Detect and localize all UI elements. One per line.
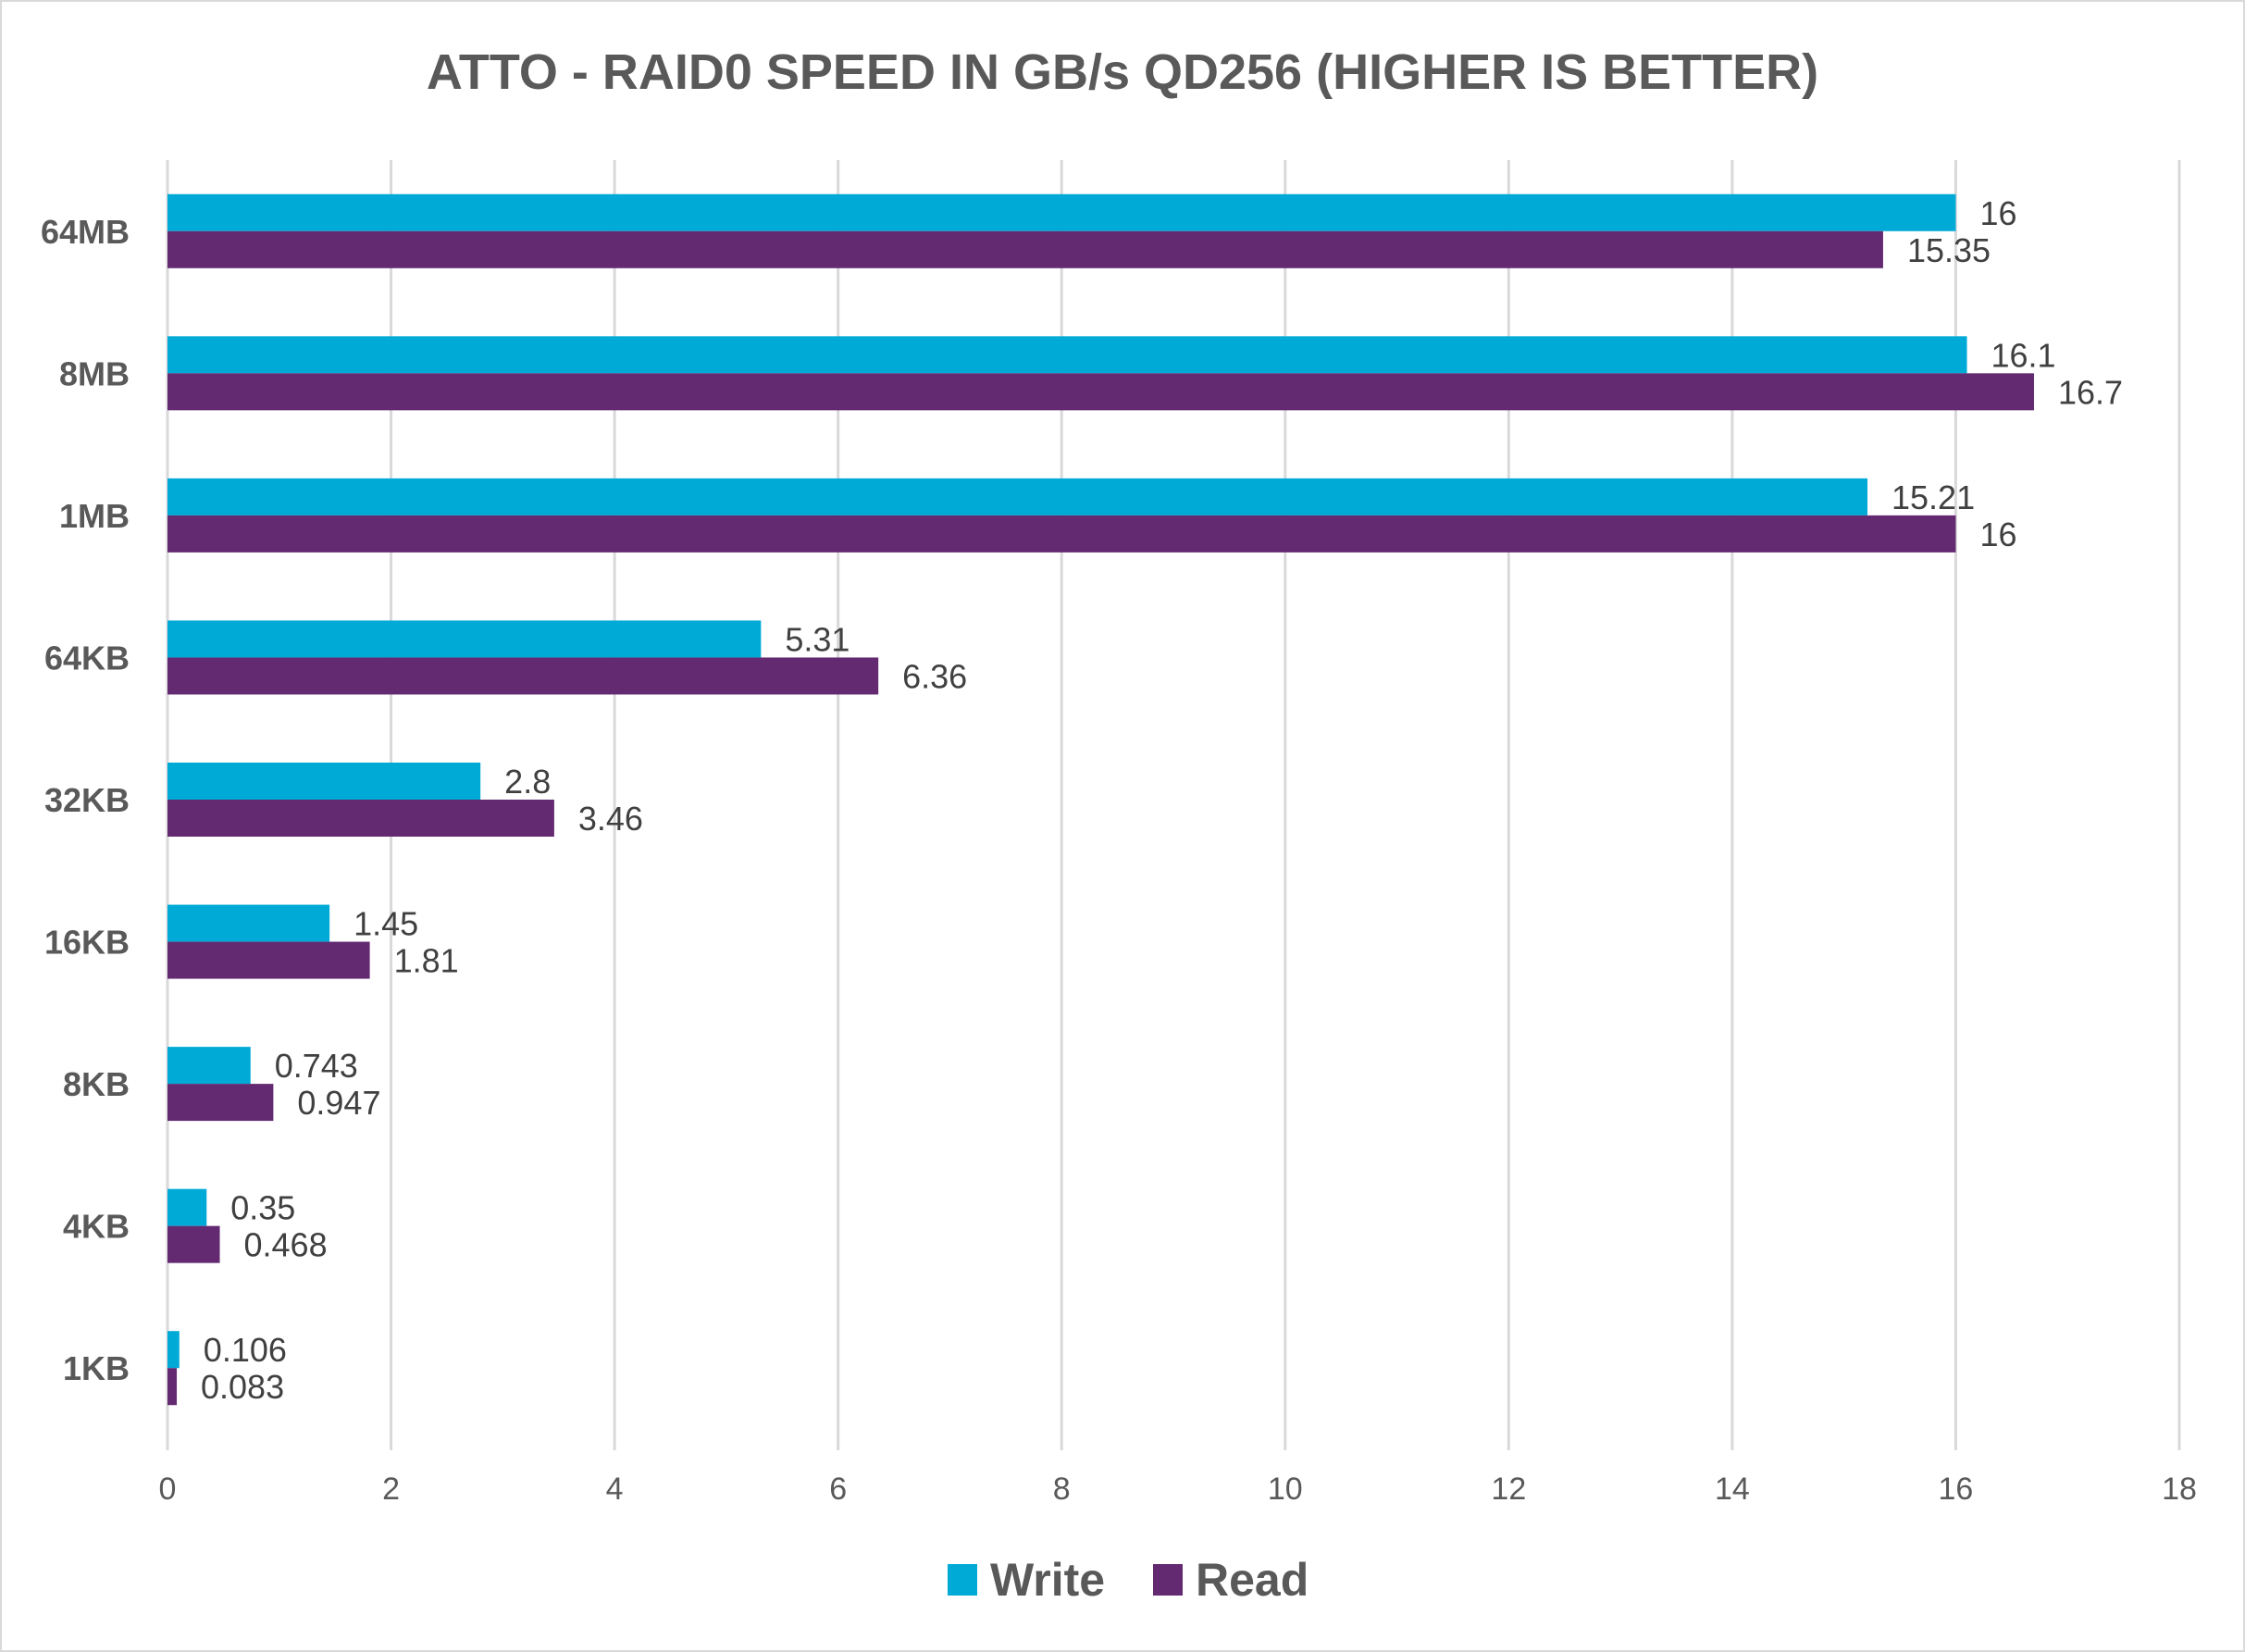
x-axis-ticks: 0 2 4 6 8 10 12 14 16 18	[159, 1472, 2197, 1507]
data-label: 3.46	[578, 800, 643, 838]
bars: 1615.3516.116.715.21165.316.362.83.461.4…	[167, 193, 2123, 1406]
x-tick-label: 0	[159, 1472, 177, 1507]
bar-read	[167, 800, 554, 837]
x-tick-label: 12	[1491, 1472, 1526, 1507]
x-tick-label: 18	[2162, 1472, 2197, 1507]
data-label: 0.468	[244, 1226, 328, 1264]
x-tick-label: 10	[1268, 1472, 1303, 1507]
data-label: 0.083	[201, 1368, 284, 1406]
category-label: 1KB	[63, 1349, 130, 1387]
bar-read	[167, 1084, 274, 1122]
category-label: 32KB	[44, 781, 130, 819]
data-label: 0.743	[275, 1047, 358, 1085]
x-tick-label: 2	[382, 1472, 400, 1507]
data-label: 16	[1979, 515, 2016, 553]
data-label: 16.1	[1991, 336, 2056, 374]
legend-label-write: Write	[990, 1554, 1105, 1606]
bar-write	[167, 620, 762, 658]
category-label: 64MB	[41, 213, 130, 251]
bar-read	[167, 230, 1883, 268]
data-label: 0.947	[297, 1084, 380, 1122]
x-tick-label: 16	[1939, 1472, 1974, 1507]
bar-write	[167, 904, 330, 942]
category-label: 16KB	[44, 924, 130, 962]
data-label: 16	[1979, 194, 2016, 232]
data-label: 0.106	[204, 1331, 287, 1369]
bar-write	[167, 1188, 207, 1226]
bar-write	[167, 478, 1868, 515]
legend-swatch-write	[948, 1564, 977, 1596]
bar-read	[167, 515, 1956, 553]
data-label: 16.7	[2058, 373, 2123, 411]
x-tick-label: 14	[1715, 1472, 1750, 1507]
data-label: 5.31	[785, 620, 850, 658]
x-tick-label: 6	[829, 1472, 847, 1507]
bar-write	[167, 1331, 180, 1369]
bar-write	[167, 1047, 251, 1085]
bar-write	[167, 336, 1967, 374]
category-label: 1MB	[59, 497, 130, 535]
chart-title: ATTO - RAID0 SPEED IN GB/s QD256 (HIGHER…	[427, 44, 1818, 100]
category-label: 8MB	[59, 354, 130, 392]
bar-read	[167, 1368, 178, 1406]
category-labels: 64MB 8MB 1MB 64KB 32KB 16KB 8KB 4KB 1KB	[41, 213, 130, 1387]
legend-swatch-read	[1153, 1564, 1183, 1596]
legend-label-read: Read	[1196, 1554, 1309, 1606]
bar-read	[167, 941, 370, 979]
x-tick-label: 8	[1053, 1472, 1071, 1507]
bar-read	[167, 1225, 220, 1263]
category-label: 64KB	[44, 639, 130, 677]
data-label: 15.35	[1907, 231, 1991, 269]
data-label: 0.35	[230, 1189, 295, 1227]
data-label: 2.8	[504, 763, 551, 801]
legend: Write Read	[948, 1554, 1309, 1606]
x-tick-label: 4	[606, 1472, 624, 1507]
data-label: 1.45	[353, 905, 418, 943]
data-label: 1.81	[394, 942, 459, 980]
bar-read	[167, 373, 2034, 411]
bar-read	[167, 657, 879, 695]
category-label: 4KB	[63, 1208, 130, 1246]
bar-write	[167, 763, 481, 800]
data-label: 6.36	[902, 657, 967, 695]
category-label: 8KB	[63, 1065, 130, 1103]
data-label: 15.21	[1892, 478, 1975, 516]
bar-write	[167, 193, 1956, 231]
